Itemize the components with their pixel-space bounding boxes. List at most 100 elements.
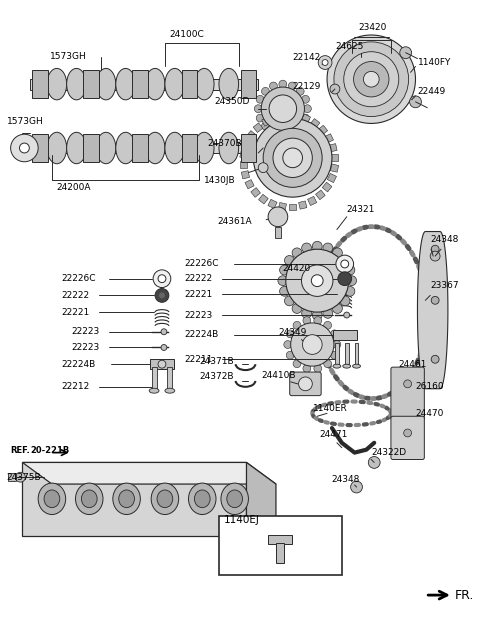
Circle shape (301, 95, 310, 103)
Bar (329, 144, 337, 152)
Bar (299, 201, 307, 209)
Circle shape (331, 330, 338, 338)
Circle shape (286, 330, 294, 338)
Bar (310, 118, 320, 128)
Circle shape (340, 256, 350, 265)
Bar (324, 134, 334, 143)
Circle shape (159, 293, 165, 298)
Text: 24372B: 24372B (199, 373, 234, 382)
Ellipse shape (189, 483, 216, 515)
Text: 24371B: 24371B (199, 357, 234, 366)
Circle shape (286, 351, 294, 359)
Bar (253, 123, 263, 132)
FancyBboxPatch shape (290, 372, 321, 396)
Circle shape (293, 360, 301, 368)
Text: 24350D: 24350D (214, 97, 250, 106)
Bar (276, 543, 284, 563)
Circle shape (253, 118, 332, 197)
Bar (242, 140, 251, 149)
Bar (322, 183, 332, 192)
Ellipse shape (221, 483, 249, 515)
Bar (333, 330, 357, 340)
Bar (30, 79, 258, 90)
Ellipse shape (157, 490, 173, 508)
Circle shape (347, 276, 357, 286)
Circle shape (155, 289, 169, 302)
Circle shape (324, 321, 332, 329)
Text: 1140FY: 1140FY (418, 58, 451, 67)
Text: 23420: 23420 (359, 23, 387, 32)
Text: FR.: FR. (455, 588, 474, 602)
Ellipse shape (165, 132, 185, 163)
Bar (84, 134, 99, 162)
Circle shape (280, 265, 289, 275)
Circle shape (161, 329, 167, 335)
Circle shape (283, 148, 302, 168)
Circle shape (333, 248, 342, 258)
Text: 24361A: 24361A (217, 218, 252, 226)
Bar (332, 155, 338, 162)
Circle shape (263, 128, 322, 188)
Circle shape (431, 245, 439, 253)
Text: 24348: 24348 (331, 474, 360, 483)
Ellipse shape (44, 490, 60, 508)
Circle shape (430, 251, 440, 261)
Text: 22221: 22221 (62, 308, 90, 317)
Bar (240, 162, 247, 168)
Text: 24470: 24470 (416, 409, 444, 418)
Text: 23367: 23367 (430, 281, 459, 290)
Circle shape (314, 364, 322, 373)
Ellipse shape (165, 388, 175, 393)
Circle shape (327, 35, 416, 123)
Circle shape (273, 138, 312, 177)
Bar (150, 359, 174, 369)
Circle shape (286, 249, 348, 312)
Bar (240, 71, 256, 98)
Bar (241, 170, 250, 179)
Circle shape (318, 55, 332, 69)
Ellipse shape (145, 69, 165, 100)
Circle shape (262, 87, 269, 95)
Ellipse shape (194, 69, 214, 100)
Circle shape (312, 275, 323, 287)
Text: 24471: 24471 (319, 431, 348, 439)
Ellipse shape (116, 69, 135, 100)
Circle shape (296, 122, 304, 130)
Bar (355, 343, 359, 364)
Circle shape (333, 341, 341, 349)
Ellipse shape (113, 483, 140, 515)
Text: 24321: 24321 (347, 205, 375, 214)
Circle shape (269, 82, 277, 90)
Ellipse shape (333, 364, 341, 368)
Circle shape (323, 308, 333, 318)
Bar (152, 367, 156, 389)
Circle shape (301, 265, 333, 296)
Text: 24322D: 24322D (371, 448, 407, 457)
Bar (247, 130, 256, 141)
Ellipse shape (96, 69, 116, 100)
Circle shape (314, 317, 322, 324)
Text: 22223: 22223 (185, 310, 213, 319)
Circle shape (302, 335, 322, 354)
Bar (245, 179, 254, 189)
Bar (32, 134, 48, 162)
Circle shape (368, 457, 380, 468)
Text: 24420: 24420 (283, 265, 311, 273)
Circle shape (303, 105, 312, 113)
Circle shape (302, 308, 312, 318)
Bar (278, 202, 287, 211)
Bar (181, 134, 197, 162)
Ellipse shape (82, 490, 97, 508)
Circle shape (431, 356, 439, 363)
Bar (292, 112, 300, 120)
Ellipse shape (145, 132, 165, 163)
Bar (301, 114, 311, 123)
Bar (132, 71, 148, 98)
Text: 24348: 24348 (430, 235, 458, 244)
Ellipse shape (194, 490, 210, 508)
Circle shape (312, 310, 322, 320)
Bar (272, 113, 280, 121)
FancyBboxPatch shape (391, 417, 424, 459)
Circle shape (262, 122, 269, 130)
Bar (335, 343, 339, 364)
